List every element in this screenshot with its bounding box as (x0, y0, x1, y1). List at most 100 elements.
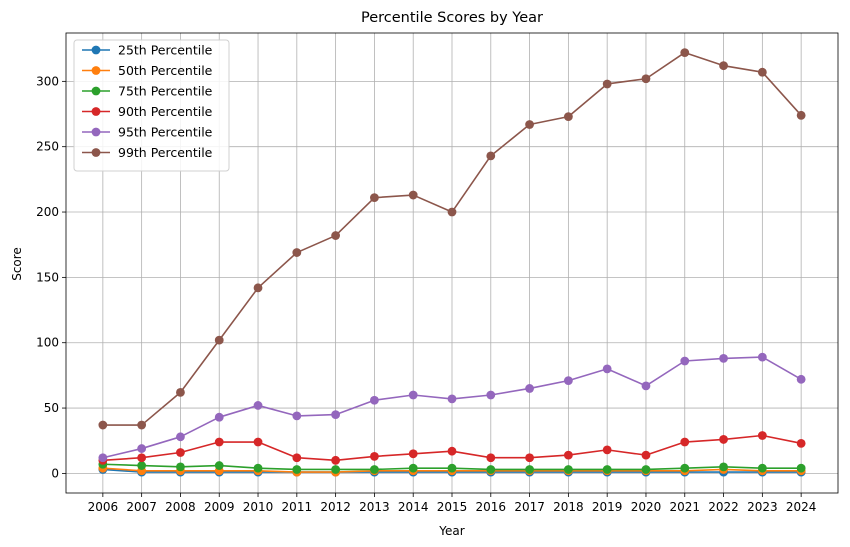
data-point (447, 463, 457, 473)
x-tick-label: 2020 (631, 500, 662, 514)
legend-label: 90th Percentile (118, 104, 213, 119)
y-tick-label: 300 (36, 74, 59, 88)
data-point (98, 453, 108, 463)
x-tick-label: 2009 (204, 500, 235, 514)
data-point (525, 384, 534, 393)
data-point (641, 381, 651, 391)
data-point (486, 465, 496, 474)
data-point (602, 465, 612, 474)
legend-box (73, 39, 230, 172)
data-point (641, 74, 651, 84)
data-point (602, 445, 612, 455)
data-point (757, 463, 767, 473)
data-point (796, 110, 806, 120)
series-4 (98, 352, 806, 463)
x-tick-label: 2011 (282, 500, 313, 514)
data-point (214, 412, 224, 422)
x-tick-label: 2016 (476, 500, 507, 514)
data-point (719, 435, 728, 444)
series-5 (98, 48, 806, 430)
data-point (137, 461, 147, 470)
data-point (447, 394, 457, 404)
x-tick-label: 2012 (320, 500, 351, 514)
data-point (176, 387, 185, 397)
data-point (214, 461, 224, 470)
chart-title: Percentile Scores by Year (361, 10, 543, 26)
y-tick-label: 100 (36, 336, 59, 350)
legend-label: 75th Percentile (118, 84, 213, 99)
legend-label: 95th Percentile (118, 125, 213, 140)
data-point (98, 420, 108, 430)
legend-label: 25th Percentile (118, 43, 213, 58)
data-point (214, 335, 224, 345)
legend-label: 50th Percentile (118, 63, 213, 78)
x-axis-label: Year (438, 524, 464, 538)
data-point (641, 450, 651, 460)
data-point (370, 465, 379, 474)
grid (66, 33, 838, 493)
data-point (563, 376, 573, 386)
data-point (408, 390, 418, 400)
data-point (757, 67, 767, 77)
y-tick-label: 250 (36, 140, 59, 154)
data-point (525, 453, 534, 463)
x-tick-label: 2006 (88, 500, 119, 514)
data-point (486, 390, 496, 400)
data-point (680, 48, 690, 58)
data-point (331, 465, 341, 474)
x-tick-label: 2008 (165, 500, 196, 514)
series (98, 48, 806, 477)
data-point (680, 437, 690, 447)
legend-marker (91, 107, 101, 116)
x-tick-label: 2023 (747, 500, 778, 514)
data-point (253, 283, 263, 293)
x-tick-label: 2018 (553, 500, 584, 514)
x-tick-label: 2014 (398, 500, 429, 514)
data-point (408, 463, 418, 473)
series-3 (98, 431, 806, 465)
data-point (796, 438, 806, 448)
data-point (602, 79, 612, 89)
data-point (563, 112, 573, 122)
y-tick-label: 150 (36, 270, 59, 284)
legend-marker (91, 148, 101, 157)
data-point (719, 353, 728, 363)
x-tick-label: 2013 (359, 500, 390, 514)
data-point (292, 411, 302, 421)
x-tick-label: 2024 (786, 500, 817, 514)
data-point (602, 364, 612, 374)
data-point (292, 453, 302, 463)
data-point (719, 61, 728, 71)
data-point (370, 395, 379, 405)
data-point (176, 432, 185, 442)
series-2 (98, 459, 806, 474)
data-point (370, 452, 379, 461)
data-point (525, 120, 534, 129)
x-tick-label: 2021 (669, 500, 700, 514)
data-point (680, 356, 690, 366)
data-point (796, 463, 806, 473)
x-tick-label: 2010 (243, 500, 274, 514)
data-point (408, 449, 418, 459)
data-point (680, 463, 690, 473)
y-tick-label: 0 (51, 466, 59, 480)
plot-frame (65, 32, 839, 494)
data-point (757, 431, 767, 440)
data-point (757, 352, 767, 362)
x-tick-label: 2015 (437, 500, 468, 514)
data-point (796, 374, 806, 384)
y-tick-label: 200 (36, 205, 59, 219)
y-axis-label: Score (10, 247, 24, 281)
data-point (331, 455, 341, 465)
x-tick-label: 2022 (708, 500, 739, 514)
legend-marker (91, 45, 101, 55)
axes: 2006 2007 2008 2009 2010 2011 2012 2013 2014 2015… (36, 32, 839, 514)
data-point (214, 437, 224, 447)
data-point (292, 465, 302, 474)
data-point (331, 231, 341, 240)
data-point (253, 437, 263, 447)
data-point (253, 401, 263, 410)
data-point (486, 151, 496, 161)
data-point (486, 453, 496, 463)
